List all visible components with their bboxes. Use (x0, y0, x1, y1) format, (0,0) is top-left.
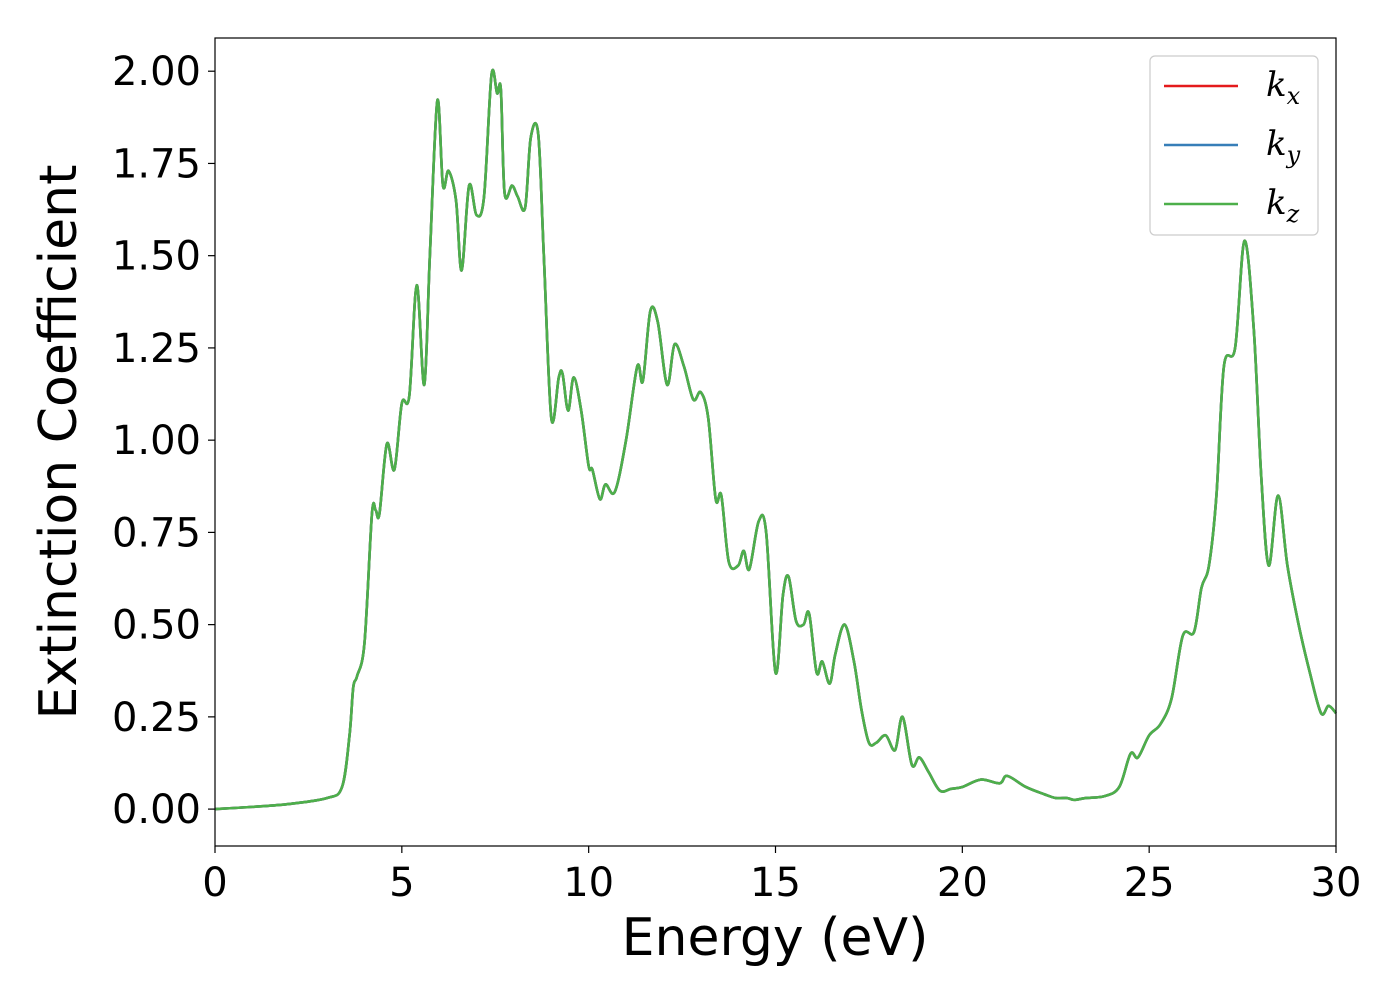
x-tick-label: 15 (750, 860, 801, 906)
x-tick-label: 10 (563, 860, 614, 906)
y-tick-label: 1.00 (112, 418, 201, 464)
y-tick-label: 1.75 (112, 141, 201, 187)
x-axis-ticks: 0 5 10 15 20 25 30 (202, 846, 1361, 906)
plot-lines (214, 68, 1337, 811)
legend-label-kz: kz (1266, 183, 1300, 228)
x-tick-label: 0 (202, 860, 227, 906)
legend-label-ky: ky (1266, 124, 1301, 169)
x-tick-label: 20 (937, 860, 988, 906)
x-axis-label: Energy (eV) (622, 908, 929, 968)
x-tick-label: 5 (389, 860, 414, 906)
x-tick-label: 25 (1124, 860, 1175, 906)
y-tick-label: 0.50 (112, 603, 201, 649)
y-tick-label: 1.50 (112, 234, 201, 280)
y-tick-label: 0.75 (112, 510, 201, 556)
y-axis-ticks: 0.00 0.25 0.50 0.75 1.00 1.25 1.50 1.75 2.00 (112, 49, 215, 833)
series-line-kz (214, 68, 1337, 811)
y-tick-label: 0.25 (112, 695, 201, 741)
y-axis-label: Extinction Coefficient (29, 165, 89, 720)
legend: kx ky kz (1149, 55, 1319, 236)
y-tick-label: 1.25 (112, 326, 201, 372)
y-tick-label: 2.00 (112, 49, 201, 95)
x-tick-label: 30 (1311, 860, 1362, 906)
y-tick-label: 0.00 (112, 787, 201, 833)
legend-label-kx: kx (1266, 65, 1301, 110)
